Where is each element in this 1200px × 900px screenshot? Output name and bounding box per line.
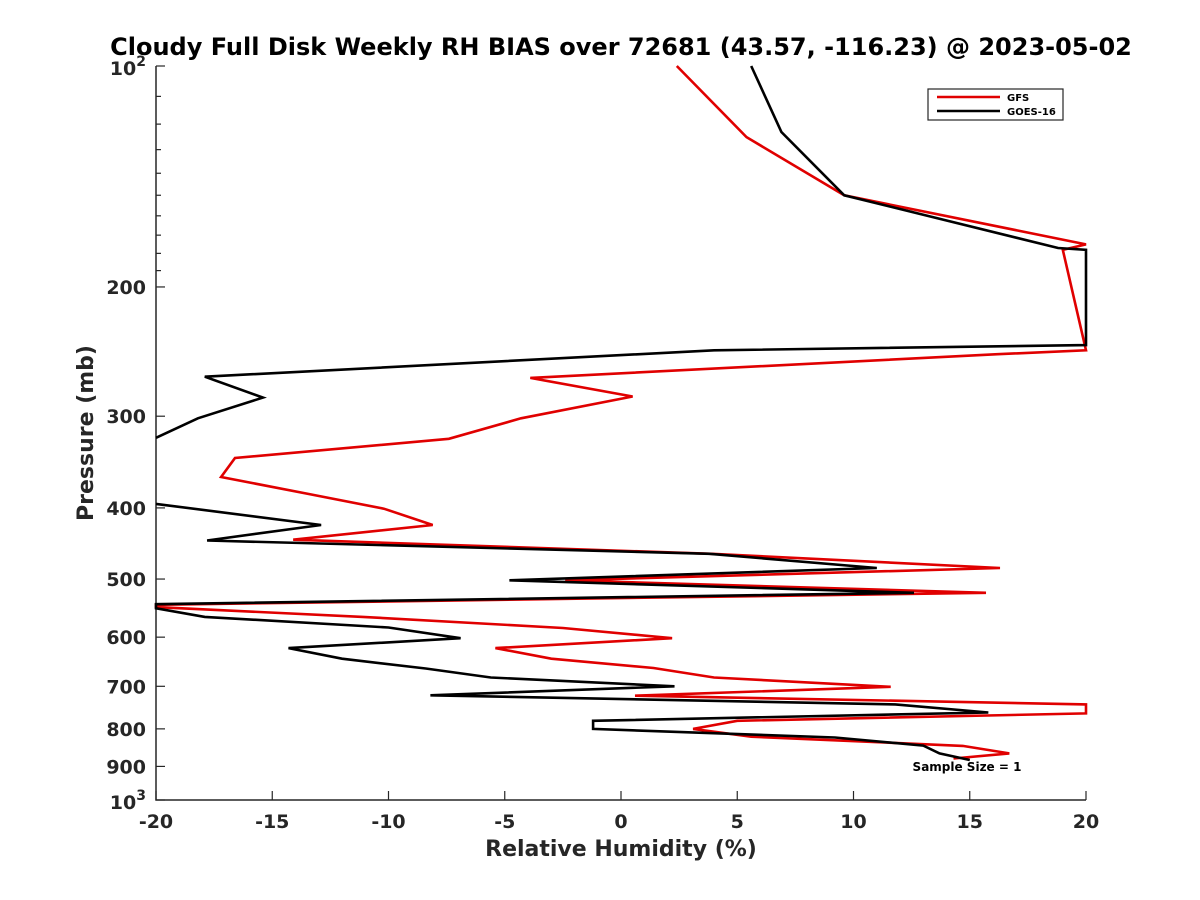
x-tick-label: 10 [840, 811, 866, 833]
x-tick-label: -15 [255, 811, 289, 833]
x-tick-label: 15 [957, 811, 983, 833]
chart-title: Cloudy Full Disk Weekly RH BIAS over 726… [110, 33, 1132, 61]
legend: GFS GOES-16 [927, 88, 1064, 121]
y-tick-label: 400 [106, 498, 146, 520]
sample-size-annotation: Sample Size = 1 [913, 760, 1022, 774]
y-tick-label: 500 [106, 569, 146, 591]
series-line-goes-16 [154, 65, 1088, 762]
x-tick-label: 5 [731, 811, 744, 833]
series-group [154, 65, 1088, 762]
y-tick-label: 800 [106, 719, 146, 741]
plot-area: -20 -15 -10 -5 0 5 10 15 20 200 300 400 500 600 700 80… [106, 54, 1099, 833]
y-tick-label: 200 [106, 277, 146, 299]
x-tick-label: -5 [494, 811, 515, 833]
legend-entry-label: GOES-16 [1007, 107, 1056, 118]
x-tick-label: 20 [1073, 811, 1099, 833]
y-axis-ticks: 200 300 400 500 600 700 800 900 102 103 [106, 54, 165, 814]
series-line-gfs [154, 65, 1088, 760]
y-tick-label: 900 [106, 756, 146, 778]
y-tick-label: 600 [106, 627, 146, 649]
y-tick-label: 300 [106, 406, 146, 428]
y-tick-label-power: 102 [110, 54, 146, 80]
x-tick-label: -20 [139, 811, 173, 833]
x-tick-label: 0 [614, 811, 627, 833]
y-tick-label: 700 [106, 676, 146, 698]
y-axis-label: Pressure (mb) [74, 345, 99, 521]
legend-box [927, 88, 1064, 121]
x-axis-ticks: -20 -15 -10 -5 0 5 10 15 20 [139, 791, 1099, 833]
x-tick-label: -10 [371, 811, 405, 833]
legend-entry-label: GFS [1007, 93, 1029, 104]
x-axis-label: Relative Humidity (%) [485, 837, 757, 862]
y-tick-label-power: 103 [110, 788, 146, 814]
